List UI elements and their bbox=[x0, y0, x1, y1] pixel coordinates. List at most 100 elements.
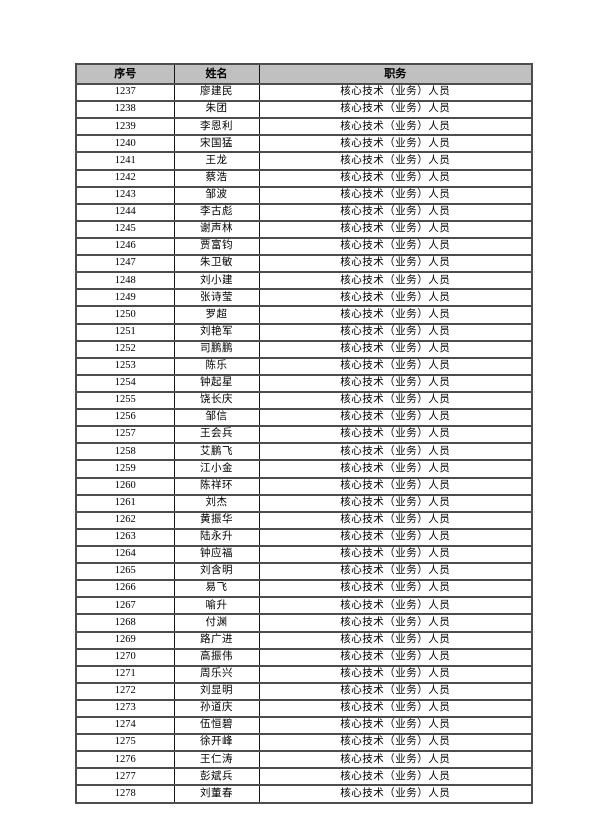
cell-name: 刘小建 bbox=[173, 271, 260, 291]
cell-serial: 1266 bbox=[75, 579, 175, 599]
cell-serial: 1244 bbox=[75, 202, 175, 222]
table-row: 1245 谢声林 核心技术（业务）人员 bbox=[75, 219, 533, 239]
cell-name: 王仁涛 bbox=[173, 750, 260, 770]
table-row: 1256 邹信 核心技术（业务）人员 bbox=[75, 408, 533, 428]
header-row: 序号 姓名 职务 bbox=[75, 63, 533, 85]
cell-position: 核心技术（业务）人员 bbox=[258, 716, 533, 736]
table-row: 1261 刘杰 核心技术（业务）人员 bbox=[75, 493, 533, 513]
cell-name: 司鹏鹏 bbox=[173, 339, 260, 359]
cell-position: 核心技术（业务）人员 bbox=[258, 202, 533, 222]
cell-position: 核心技术（业务）人员 bbox=[258, 733, 533, 753]
cell-serial: 1274 bbox=[75, 716, 175, 736]
cell-name: 伍恒碧 bbox=[173, 716, 260, 736]
cell-position: 核心技术（业务）人员 bbox=[258, 459, 533, 479]
cell-serial: 1258 bbox=[75, 442, 175, 462]
table-row: 1260 陈祥环 核心技术（业务）人员 bbox=[75, 476, 533, 496]
cell-position: 核心技术（业务）人员 bbox=[258, 271, 533, 291]
cell-serial: 1261 bbox=[75, 493, 175, 513]
cell-name: 刘杰 bbox=[173, 493, 260, 513]
cell-serial: 1265 bbox=[75, 562, 175, 582]
cell-name: 陈祥环 bbox=[173, 476, 260, 496]
col-header-position: 职务 bbox=[258, 63, 533, 85]
cell-name: 陈乐 bbox=[173, 356, 260, 376]
cell-position: 核心技术（业务）人员 bbox=[258, 493, 533, 513]
table-row: 1247 朱卫敏 核心技术（业务）人员 bbox=[75, 254, 533, 274]
table-row: 1241 王龙 核心技术（业务）人员 bbox=[75, 151, 533, 171]
cell-position: 核心技术（业务）人员 bbox=[258, 373, 533, 393]
cell-name: 付渊 bbox=[173, 613, 260, 633]
cell-serial: 1239 bbox=[75, 117, 175, 137]
cell-serial: 1270 bbox=[75, 647, 175, 667]
cell-position: 核心技术（业务）人员 bbox=[258, 767, 533, 787]
table-row: 1273 孙道庆 核心技术（业务）人员 bbox=[75, 698, 533, 719]
table-row: 1272 刘显明 核心技术（业务）人员 bbox=[75, 681, 533, 701]
table-row: 1253 陈乐 核心技术（业务）人员 bbox=[75, 356, 533, 376]
cell-serial: 1253 bbox=[75, 356, 175, 376]
cell-position: 核心技术（业务）人员 bbox=[258, 288, 533, 308]
cell-serial: 1271 bbox=[75, 664, 175, 684]
table-row: 1240 宋国猛 核心技术（业务）人员 bbox=[75, 134, 533, 154]
cell-serial: 1276 bbox=[75, 750, 175, 770]
table-row: 1266 易飞 核心技术（业务）人员 bbox=[75, 579, 533, 599]
cell-name: 谢声林 bbox=[173, 219, 260, 239]
cell-position: 核心技术（业务）人员 bbox=[258, 236, 533, 257]
table-header: 序号 姓名 职务 bbox=[75, 63, 533, 85]
cell-position: 核心技术（业务）人员 bbox=[258, 134, 533, 154]
cell-serial: 1260 bbox=[75, 476, 175, 496]
cell-serial: 1272 bbox=[75, 681, 175, 701]
table-row: 1278 刘董春 核心技术（业务）人员 bbox=[75, 784, 533, 804]
cell-name: 钟起星 bbox=[173, 373, 260, 393]
table-row: 1250 罗超 核心技术（业务）人员 bbox=[75, 305, 533, 325]
cell-serial: 1273 bbox=[75, 698, 175, 719]
table-row: 1239 李恩利 核心技术（业务）人员 bbox=[75, 117, 533, 137]
table-row: 1237 廖建民 核心技术（业务）人员 bbox=[75, 82, 533, 103]
cell-name: 易飞 bbox=[173, 579, 260, 599]
cell-name: 陆永升 bbox=[173, 527, 260, 547]
cell-serial: 1264 bbox=[75, 544, 175, 565]
table-row: 1267 喻升 核心技术（业务）人员 bbox=[75, 596, 533, 616]
cell-position: 核心技术（业务）人员 bbox=[258, 681, 533, 701]
cell-name: 邹波 bbox=[173, 185, 260, 205]
cell-position: 核心技术（业务）人员 bbox=[258, 698, 533, 719]
cell-position: 核心技术（业务）人员 bbox=[258, 647, 533, 667]
table-row: 1242 蔡浩 核心技术（业务）人员 bbox=[75, 168, 533, 188]
cell-position: 核心技术（业务）人员 bbox=[258, 562, 533, 582]
cell-position: 核心技术（业务）人员 bbox=[258, 544, 533, 565]
cell-serial: 1256 bbox=[75, 408, 175, 428]
cell-name: 王龙 bbox=[173, 151, 260, 171]
table-row: 1246 贾富钧 核心技术（业务）人员 bbox=[75, 236, 533, 257]
table-body: 1237 廖建民 核心技术（业务）人员 1238 朱团 核心技术（业务）人员 1239 李恩利… bbox=[75, 82, 533, 804]
table-row: 1249 张诗莹 核心技术（业务）人员 bbox=[75, 288, 533, 308]
table-row: 1255 饶长庆 核心技术（业务）人员 bbox=[75, 390, 533, 411]
cell-name: 刘显明 bbox=[173, 681, 260, 701]
cell-position: 核心技术（业务）人员 bbox=[258, 579, 533, 599]
cell-position: 核心技术（业务）人员 bbox=[258, 664, 533, 684]
cell-serial: 1248 bbox=[75, 271, 175, 291]
col-header-name: 姓名 bbox=[173, 63, 260, 85]
cell-name: 饶长庆 bbox=[173, 390, 260, 411]
cell-name: 孙道庆 bbox=[173, 698, 260, 719]
cell-serial: 1252 bbox=[75, 339, 175, 359]
cell-serial: 1263 bbox=[75, 527, 175, 547]
table-row: 1277 彭斌兵 核心技术（业务）人员 bbox=[75, 767, 533, 787]
cell-position: 核心技术（业务）人员 bbox=[258, 442, 533, 462]
cell-position: 核心技术（业务）人员 bbox=[258, 322, 533, 342]
table-row: 1248 刘小建 核心技术（业务）人员 bbox=[75, 271, 533, 291]
cell-position: 核心技术（业务）人员 bbox=[258, 151, 533, 171]
table-row: 1264 钟应福 核心技术（业务）人员 bbox=[75, 544, 533, 565]
cell-position: 核心技术（业务）人员 bbox=[258, 390, 533, 411]
cell-position: 核心技术（业务）人员 bbox=[258, 476, 533, 496]
col-header-serial: 序号 bbox=[75, 63, 175, 85]
cell-serial: 1268 bbox=[75, 613, 175, 633]
cell-name: 邹信 bbox=[173, 408, 260, 428]
cell-name: 罗超 bbox=[173, 305, 260, 325]
cell-name: 张诗莹 bbox=[173, 288, 260, 308]
cell-position: 核心技术（业务）人员 bbox=[258, 613, 533, 633]
cell-position: 核心技术（业务）人员 bbox=[258, 630, 533, 650]
cell-serial: 1278 bbox=[75, 784, 175, 804]
table-row: 1258 艾鹏飞 核心技术（业务）人员 bbox=[75, 442, 533, 462]
cell-serial: 1254 bbox=[75, 373, 175, 393]
cell-name: 王会兵 bbox=[173, 425, 260, 445]
cell-serial: 1246 bbox=[75, 236, 175, 257]
cell-position: 核心技术（业务）人员 bbox=[258, 168, 533, 188]
